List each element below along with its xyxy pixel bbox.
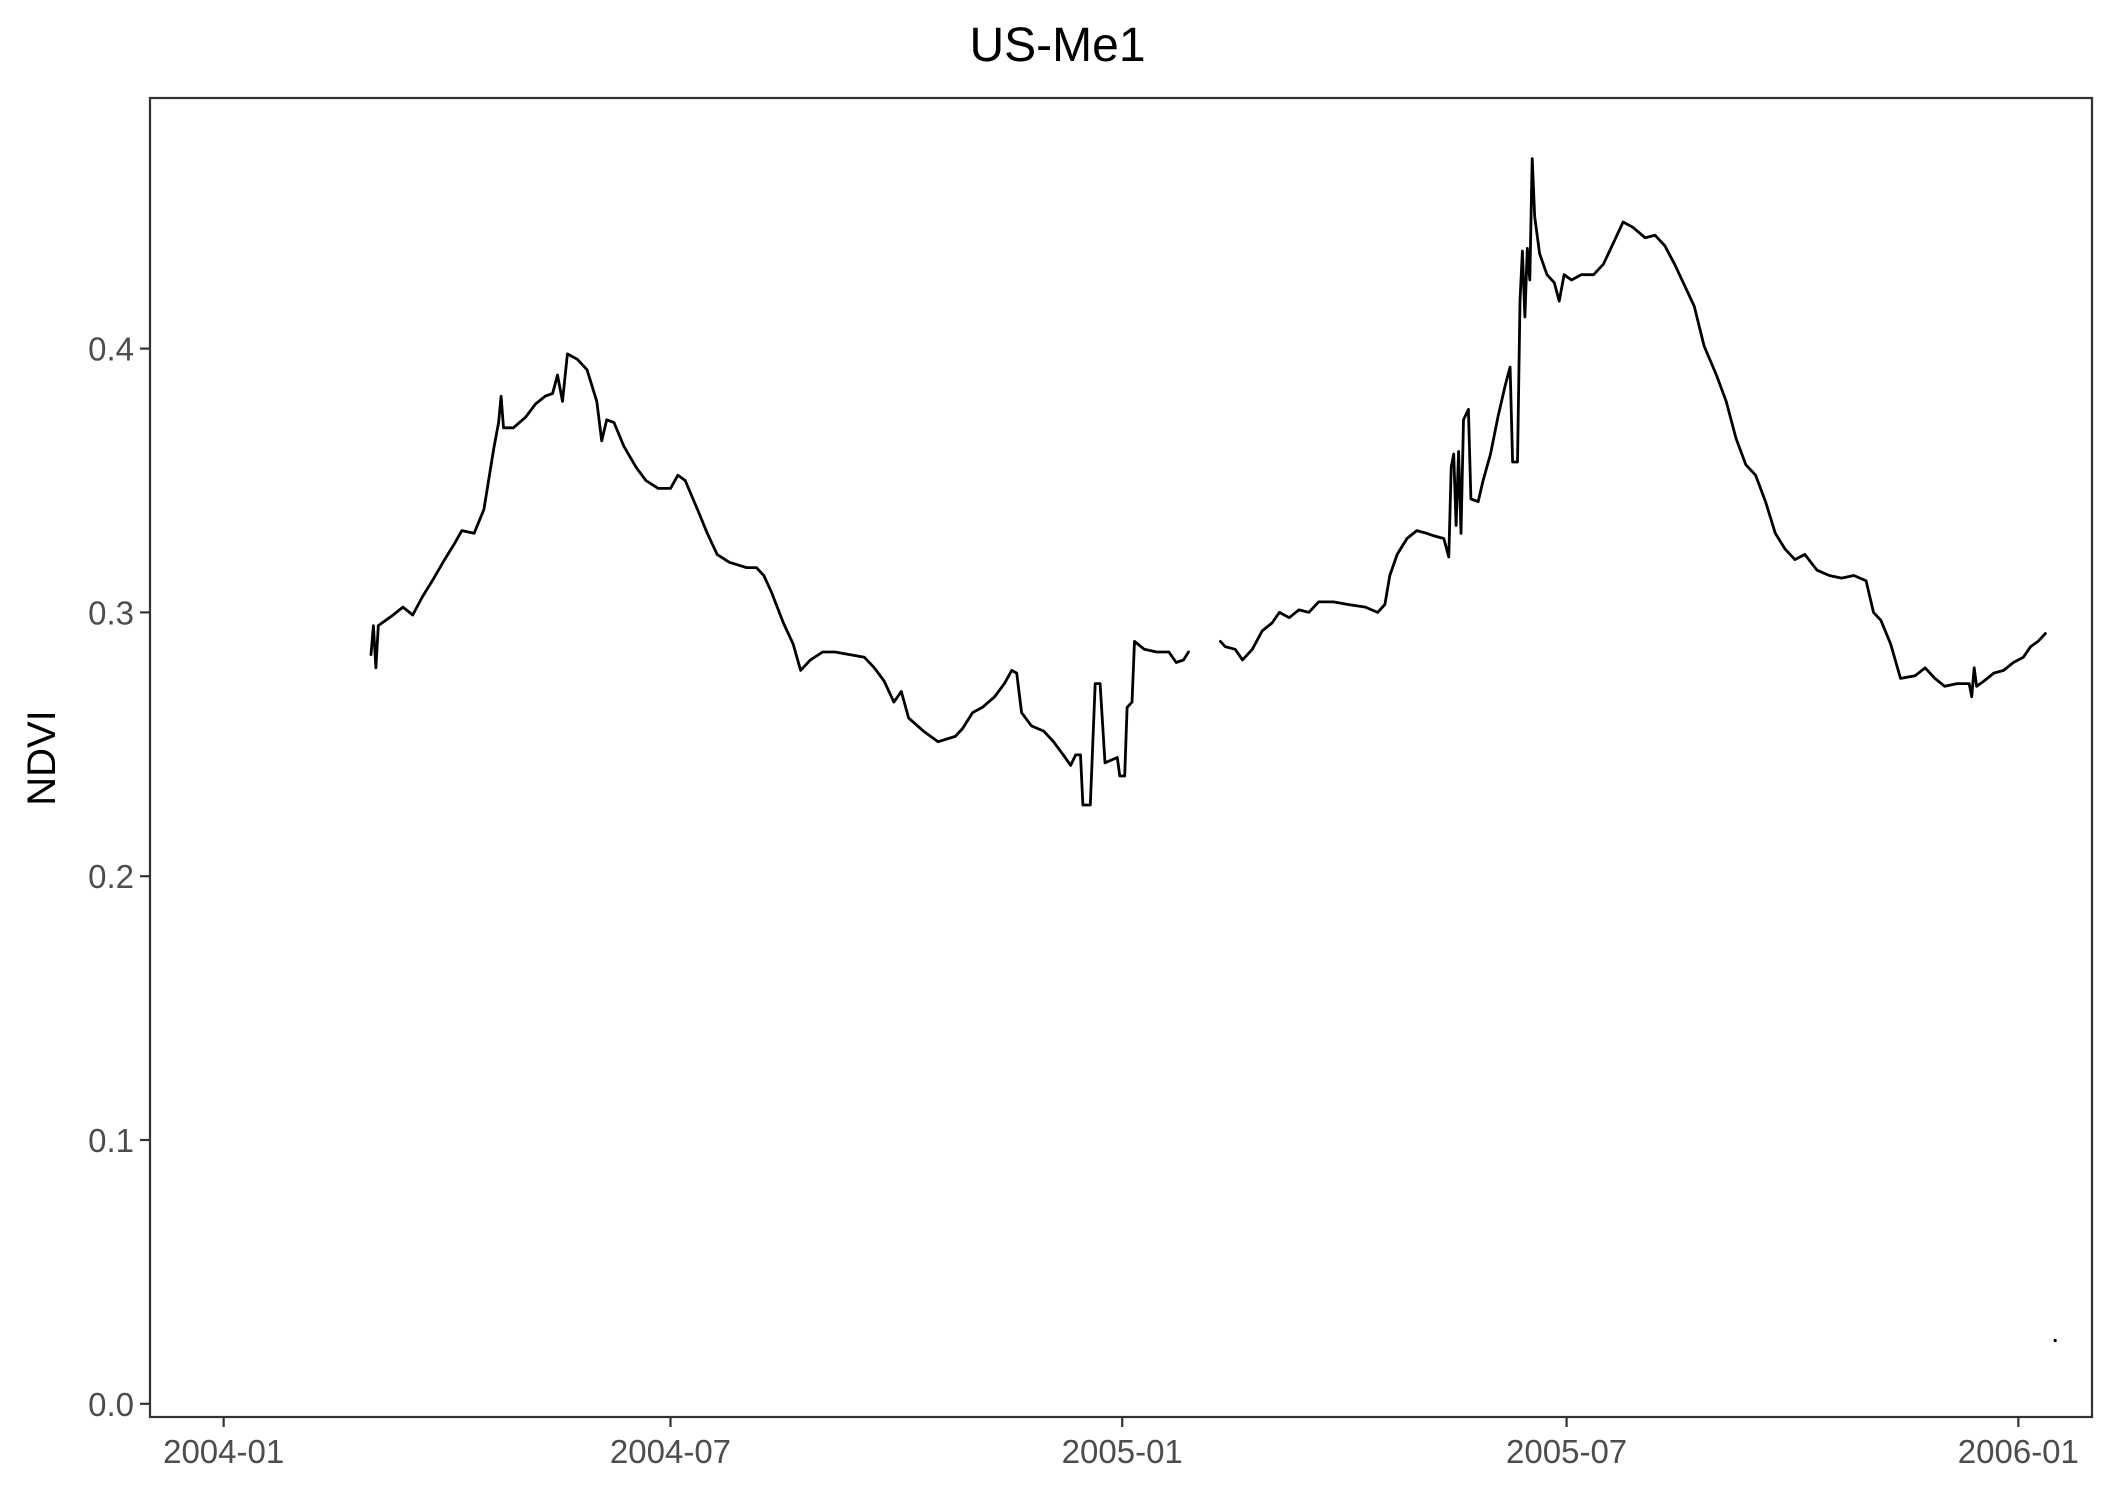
y-axis-title: NDVI [20, 710, 64, 806]
x-axis: 2004-01 2004-07 2005-01 2005-07 2006-01 [163, 1417, 2079, 1470]
plot-panel-border [148, 96, 2094, 1419]
ndvi-line-segment-1 [369, 352, 1190, 807]
x-tick-label: 2005-01 [1062, 1433, 1183, 1470]
chart-title: US-Me1 [969, 19, 1146, 72]
ndvi-isolated-point [2053, 1338, 2057, 1343]
ndvi-line-segment-2 [1219, 157, 2047, 699]
y-tick-label: 0.3 [88, 594, 134, 631]
x-tick-label: 2006-01 [1958, 1433, 2079, 1470]
y-tick-label: 0.1 [88, 1122, 134, 1159]
y-tick-label: 0.4 [88, 331, 134, 368]
x-tick-label: 2004-07 [610, 1433, 731, 1470]
y-axis: 0.0 0.1 0.2 0.3 0.4 [88, 331, 150, 1423]
plot-content [369, 157, 2057, 1343]
y-tick-label: 0.2 [88, 858, 134, 895]
y-tick-label: 0.0 [88, 1386, 134, 1423]
x-tick-label: 2004-01 [163, 1433, 284, 1470]
x-tick-label: 2005-07 [1506, 1433, 1627, 1470]
